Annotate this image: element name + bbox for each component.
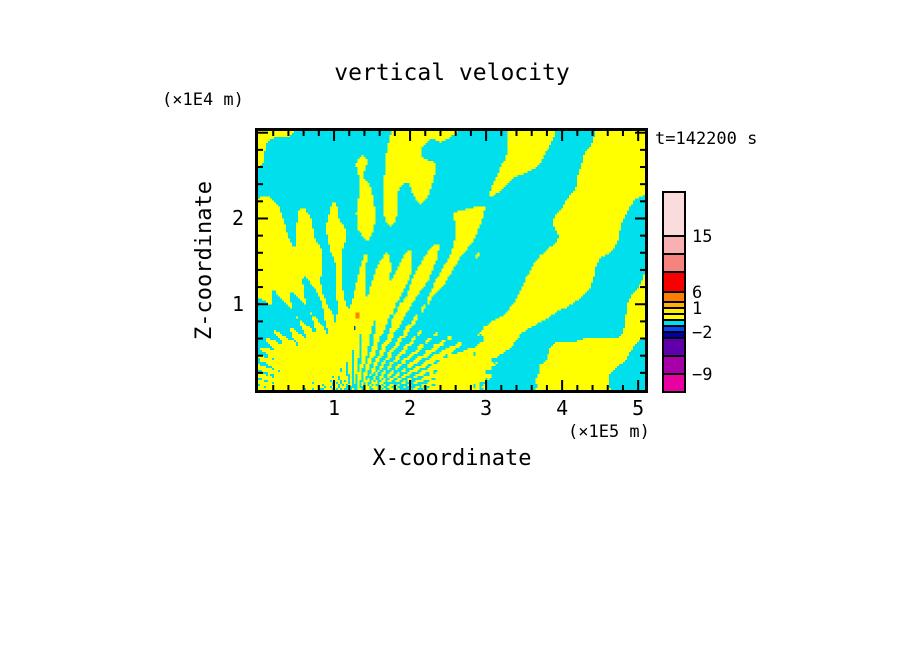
axis-ticks	[258, 131, 645, 390]
z-tick-label: 1	[231, 292, 244, 317]
colorbar-segment	[664, 272, 684, 293]
colorbar-segment	[664, 356, 684, 375]
x-axis-unit: (×1E5 m)	[568, 422, 650, 442]
colorbar-segment	[664, 315, 684, 322]
colorbar-segment	[664, 193, 684, 237]
velocity-field-canvas	[258, 131, 645, 390]
chart-title: vertical velocity	[334, 60, 570, 86]
colorbar-segment	[664, 236, 684, 255]
plot-area	[255, 128, 648, 393]
colorbar-label: 1	[692, 299, 703, 320]
colorbar	[662, 191, 686, 393]
colorbar-segment	[664, 326, 684, 333]
colorbar-segment	[664, 374, 684, 392]
x-tick-label: 2	[404, 396, 417, 420]
colorbar-segment	[664, 321, 684, 327]
colorbar-label: 15	[692, 226, 713, 247]
colorbar-labels: 15 6 1 −2 −9	[692, 191, 742, 401]
colorbar-label: −2	[692, 322, 713, 343]
colorbar-segment	[664, 332, 684, 339]
colorbar-label: −9	[692, 365, 713, 385]
x-tick-label: 5	[632, 396, 645, 420]
x-tick-label: 1	[328, 396, 341, 420]
colorbar-segment	[664, 303, 684, 310]
z-axis-unit: (×1E4 m)	[162, 90, 244, 110]
x-tick-label: 4	[556, 396, 569, 420]
colorbar-segment	[664, 309, 684, 316]
x-tick-labels: 1 2 3 4 5	[258, 396, 645, 422]
colorbar-segment	[664, 292, 684, 304]
x-axis-label: X-coordinate	[372, 446, 532, 471]
z-tick-label: 2	[231, 206, 244, 231]
time-annotation: t=142200 s	[655, 129, 758, 149]
x-tick-label: 3	[480, 396, 493, 420]
colorbar-segment	[664, 338, 684, 357]
colorbar-segment	[664, 254, 684, 273]
colorbar-label: 6	[692, 282, 703, 303]
z-axis-label: Z-coordinate	[192, 181, 217, 340]
